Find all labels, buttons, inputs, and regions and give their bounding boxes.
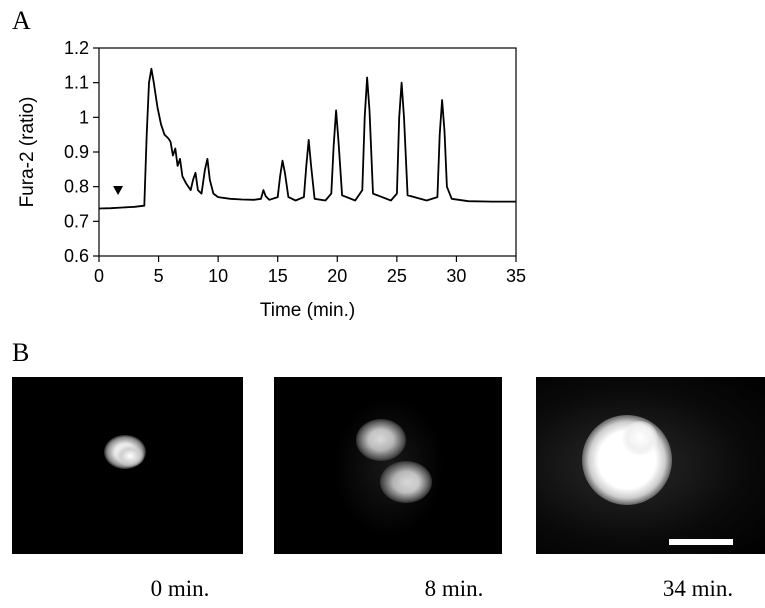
panel-a-label: A <box>12 6 31 35</box>
scale-bar <box>669 539 733 545</box>
y-tick-label: 1 <box>79 107 89 127</box>
series-line-0 <box>98 67 516 210</box>
y-axis-label: Fura-2 (ratio) <box>17 97 38 208</box>
micrograph-8min <box>274 377 502 554</box>
micrograph-34min <box>536 377 765 554</box>
caption-8min: 8 min. <box>424 576 484 601</box>
x-tick-label: 10 <box>208 266 228 286</box>
y-tick-label: 0.8 <box>64 177 89 197</box>
caption-34min: 34 min. <box>662 576 734 601</box>
y-tick-label: 0.7 <box>64 211 89 231</box>
x-tick-label: 35 <box>506 266 526 286</box>
x-tick-label: 25 <box>387 266 407 286</box>
x-tick-label: 30 <box>446 266 466 286</box>
y-tick-label: 1.1 <box>64 73 89 93</box>
panel-b-label: B <box>12 338 30 367</box>
y-tick-label: 1.2 <box>64 38 89 58</box>
x-tick-label: 15 <box>268 266 288 286</box>
x-tick-label: 5 <box>154 266 164 286</box>
x-axis-label: Time (min.) <box>260 300 355 321</box>
y-tick-label: 0.6 <box>64 246 89 266</box>
fura2-line-chart: 0 5 10 15 20 25 30 35 0.6 0.7 0.8 0.9 1 1.1 1.2 Time (m… <box>17 38 526 321</box>
y-tick-label: 0.9 <box>64 142 89 162</box>
stimulus-arrowhead <box>113 186 124 195</box>
x-tick-label: 0 <box>94 266 104 286</box>
micrograph-0min <box>12 377 243 554</box>
x-tick-label: 20 <box>327 266 347 286</box>
caption-0min: 0 min. <box>150 576 210 601</box>
